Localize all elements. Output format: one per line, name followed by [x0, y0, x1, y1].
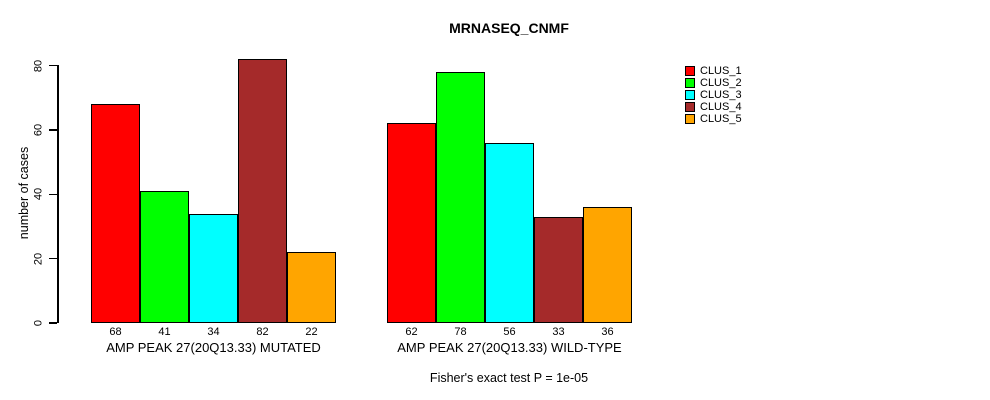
bar-CLUS_4 — [534, 216, 583, 323]
x-group-label: AMP PEAK 27(20Q13.33) MUTATED — [106, 340, 321, 355]
bar-CLUS_5 — [287, 252, 336, 323]
legend-item: CLUS_3 — [685, 89, 742, 101]
bar-value-label: 68 — [109, 326, 122, 338]
y-axis-tick-label: 40 — [32, 188, 45, 201]
legend: CLUS_1 CLUS_2 CLUS_3 CLUS_4 CLUS_5 — [685, 65, 742, 125]
bar-value-label: 78 — [454, 326, 467, 338]
bar-CLUS_3 — [485, 142, 534, 323]
bar-value-label: 33 — [552, 326, 565, 338]
legend-swatch — [685, 78, 695, 89]
bar-value-label: 62 — [405, 326, 418, 338]
bar-value-label: 41 — [158, 326, 171, 338]
legend-item: CLUS_4 — [685, 101, 742, 113]
x-group-label: AMP PEAK 27(20Q13.33) WILD-TYPE — [397, 340, 622, 355]
y-axis-tick — [49, 193, 57, 195]
legend-label: CLUS_2 — [700, 76, 742, 89]
bar-CLUS_3 — [189, 213, 238, 323]
y-axis-tick — [49, 64, 57, 67]
caption: Fisher's exact test P = 1e-05 — [429, 371, 589, 385]
bar-value-label: 36 — [601, 326, 614, 338]
bar-value-label: 56 — [503, 326, 516, 338]
bar-value-label: 82 — [256, 326, 269, 338]
bar-CLUS_4 — [238, 59, 287, 323]
legend-label: CLUS_1 — [700, 64, 742, 77]
y-axis-line — [57, 65, 59, 323]
y-axis-label: number of cases — [16, 146, 31, 240]
legend-swatch — [685, 114, 695, 125]
y-axis-tick-label: 0 — [32, 319, 45, 327]
y-axis-tick-label: 60 — [32, 123, 45, 136]
legend-swatch — [685, 102, 695, 113]
chart-title: MRNASEQ_CNMF — [449, 20, 569, 36]
bar-value-label: 34 — [207, 326, 220, 338]
bar-CLUS_5 — [583, 207, 632, 323]
bar-CLUS_2 — [140, 191, 189, 323]
legend-swatch — [685, 90, 695, 101]
legend-item: CLUS_1 — [685, 65, 742, 77]
bar-CLUS_1 — [91, 104, 140, 323]
y-axis-tick — [49, 322, 57, 324]
y-axis-tick-label: 20 — [32, 252, 45, 265]
bar-value-label: 22 — [305, 326, 318, 338]
legend-label: CLUS_5 — [700, 112, 742, 125]
legend-item: CLUS_2 — [685, 77, 742, 89]
legend-label: CLUS_4 — [700, 100, 742, 113]
legend-swatch — [685, 66, 695, 77]
bar-CLUS_1 — [387, 123, 436, 323]
y-axis-tick — [49, 257, 57, 260]
bar-CLUS_2 — [436, 71, 485, 323]
legend-item: CLUS_5 — [685, 113, 742, 125]
legend-label: CLUS_3 — [700, 88, 742, 101]
y-axis-tick — [49, 129, 57, 131]
y-axis-tick-label: 80 — [32, 59, 45, 72]
